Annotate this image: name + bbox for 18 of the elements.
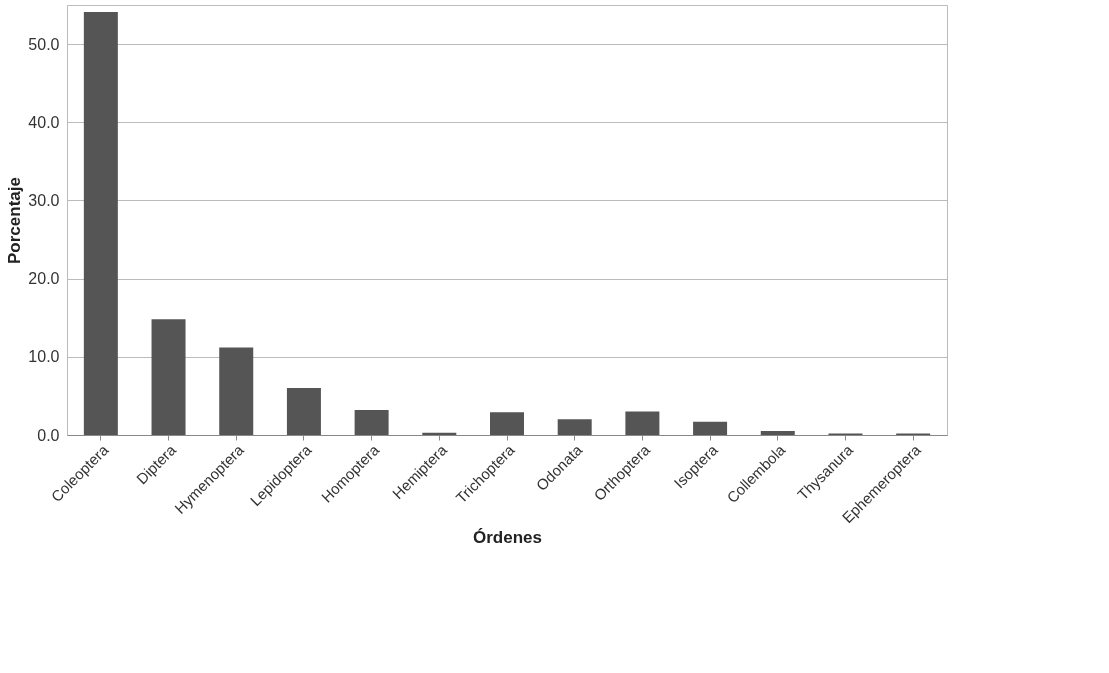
bar [354, 409, 389, 435]
y-tick-label: 20.0 [28, 270, 60, 288]
bar [625, 411, 660, 435]
bar [760, 431, 795, 435]
bar [286, 388, 321, 435]
x-axis-title: Órdenes [473, 528, 542, 548]
bar [151, 319, 186, 435]
y-tick-label: 40.0 [28, 113, 60, 131]
bar [693, 421, 728, 435]
y-tick-label: 30.0 [28, 191, 60, 209]
y-tick-label: 10.0 [28, 348, 60, 366]
y-axis-title: Porcentaje [5, 177, 25, 264]
bar [219, 347, 254, 435]
y-tick-label: 0.0 [37, 426, 60, 444]
bar [490, 412, 524, 435]
bar [83, 12, 118, 435]
y-tick-label: 50.0 [28, 35, 60, 53]
bar [557, 419, 592, 435]
